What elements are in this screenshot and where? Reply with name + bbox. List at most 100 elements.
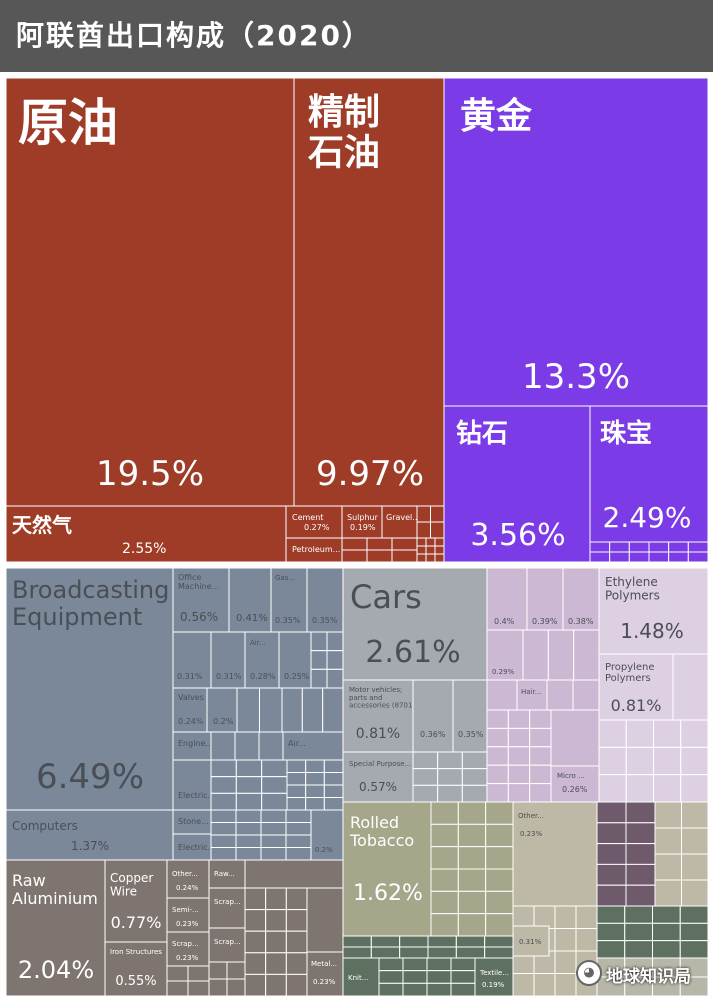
treemap-small-tile — [596, 884, 627, 907]
tile-value: 0.25% — [284, 672, 310, 681]
treemap-small-tile — [522, 629, 549, 681]
metal-products-label: Metal... — [311, 960, 337, 968]
treemap-small-tile — [210, 847, 237, 861]
treemap-small-tile — [484, 946, 514, 959]
treemap-small-tile — [485, 846, 514, 870]
special-purpose-vehicles-tile — [342, 751, 414, 803]
treemap-small-tile — [485, 868, 514, 892]
ethylene-polymers-label: Polymers — [605, 588, 660, 602]
stone-label: Stone... — [178, 817, 209, 826]
treemap-small-tile — [486, 783, 509, 803]
treemap-small-tile — [430, 505, 445, 523]
computers-value: 1.37% — [71, 839, 109, 853]
treemap-small-tile — [596, 940, 626, 959]
electric-tile-2 — [172, 833, 212, 861]
treemap-small-tile — [265, 930, 287, 954]
treemap-small-tile — [301, 687, 324, 733]
tile-value: 0.2% — [213, 717, 234, 726]
treemap-small-tile — [235, 792, 263, 811]
treemap-small-tile — [430, 890, 459, 915]
ethylene-polymers-label: Ethylene — [605, 575, 658, 589]
raw-aluminium-label: Aluminium — [12, 889, 98, 908]
treemap-small-tile — [210, 776, 237, 794]
treemap-small-tile — [235, 759, 263, 778]
special-purpose-value: 0.57% — [359, 780, 397, 794]
natural-gas-label: 天然气 — [12, 513, 72, 537]
treemap-small-tile — [260, 847, 287, 861]
treemap-small-tile — [378, 957, 404, 972]
treemap-small-tile — [226, 978, 246, 997]
treemap-small-tile — [681, 853, 709, 881]
treemap-tile — [306, 567, 344, 633]
treemap-small-tile — [625, 719, 654, 748]
treemap-small-tile — [653, 746, 682, 776]
treemap-small-tile — [648, 551, 670, 563]
treemap-small-tile — [681, 827, 709, 855]
treemap-small-tile — [609, 551, 630, 563]
electric-label-2: Electric... — [178, 843, 215, 852]
watermark-text: 地球知识局 — [606, 967, 691, 987]
treemap-small-tile — [378, 982, 404, 997]
treemap-small-tile — [533, 905, 556, 929]
tile-value: 0.4% — [494, 617, 515, 626]
treemap-small-tile — [653, 719, 682, 748]
treemap-small-tile — [554, 950, 577, 974]
office-machines-tile — [172, 567, 230, 633]
treemap-small-tile — [341, 537, 368, 551]
crude-oil-label: 原油 — [18, 94, 118, 152]
treemap-small-tile — [244, 930, 267, 954]
treemap-small-tile — [235, 776, 263, 794]
treemap-small-tile — [285, 822, 312, 836]
treemap-small-tile — [596, 843, 627, 865]
treemap-small-tile — [652, 940, 681, 959]
treemap-small-tile — [654, 879, 682, 907]
treemap-small-tile — [624, 940, 653, 959]
treemap-small-tile — [450, 982, 476, 997]
treemap-small-tile — [210, 834, 237, 848]
treemap-small-tile — [529, 727, 552, 748]
tile-value: 0.39% — [532, 617, 558, 626]
treemap-small-tile — [305, 772, 325, 786]
treemap-small-tile — [596, 922, 626, 942]
treemap-small-tile — [427, 935, 457, 948]
treemap-small-tile — [235, 822, 262, 836]
treemap-small-tile — [235, 847, 262, 861]
treemap-small-tile — [457, 890, 487, 915]
treemap-small-tile — [680, 746, 709, 776]
cars-label: Cars — [350, 578, 422, 616]
treemap-small-tile — [285, 809, 312, 823]
treemap-small-tile — [416, 545, 427, 555]
treemap-small-tile — [575, 928, 598, 952]
treemap-small-tile — [434, 545, 445, 555]
treemap-small-tile — [412, 784, 439, 803]
treemap-small-tile — [305, 784, 325, 798]
treemap-small-tile — [485, 890, 514, 915]
other-metals-value: 0.24% — [176, 884, 199, 892]
treemap-small-tile — [426, 957, 452, 972]
chart-title: 阿联酋出口构成（2020） — [16, 19, 372, 52]
treemap-small-tile — [285, 973, 308, 997]
treemap-tile — [244, 859, 344, 889]
treemap-small-tile — [326, 631, 344, 652]
treemap-small-tile — [529, 764, 552, 785]
treemap-tile — [172, 631, 212, 689]
treemap-small-tile — [457, 868, 487, 892]
treemap-small-tile — [342, 935, 372, 948]
treemap-tile — [228, 567, 272, 633]
office-machines-label: Office — [178, 573, 201, 582]
refined-petroleum-label: 石油 — [308, 132, 380, 173]
treemap-small-tile — [210, 822, 237, 836]
electric-motors-tile — [172, 759, 212, 811]
gas-turbines-tile — [270, 567, 308, 633]
treemap-small-tile — [598, 746, 627, 776]
treemap-small-tile — [575, 905, 598, 929]
treemap-small-tile — [572, 679, 600, 711]
gravel-tile — [381, 505, 418, 539]
scrap-tile — [166, 931, 210, 967]
gravel-label: Gravel... — [386, 513, 420, 522]
treemap-small-tile — [596, 905, 626, 924]
treemap-small-tile — [425, 545, 436, 555]
hair-products-tile — [516, 679, 548, 711]
treemap-small-tile — [323, 759, 344, 773]
treemap-small-tile — [235, 809, 262, 823]
